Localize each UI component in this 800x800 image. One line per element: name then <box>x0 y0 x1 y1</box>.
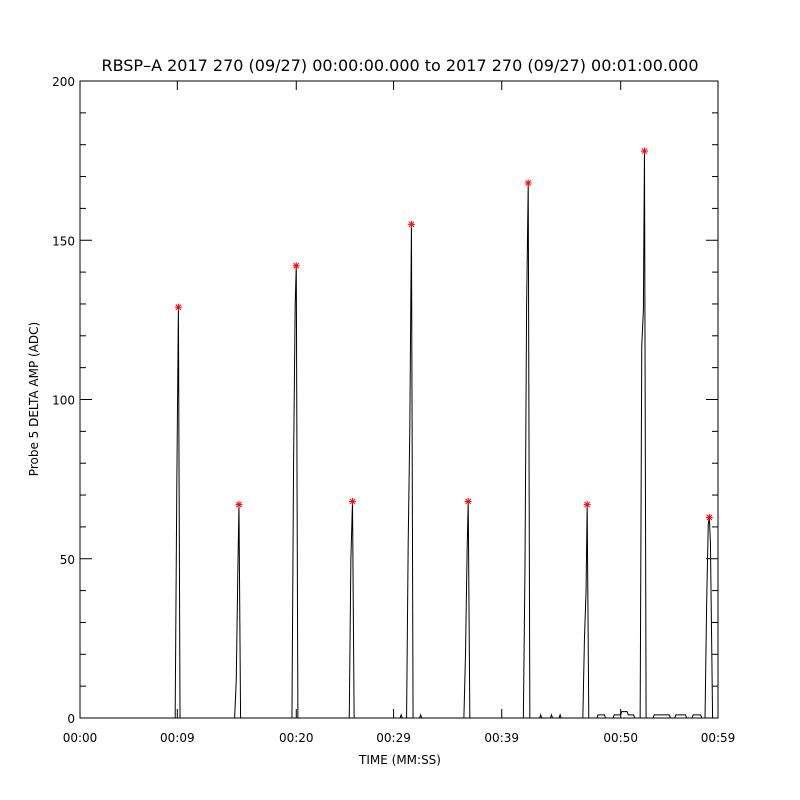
peak-marker <box>407 220 415 228</box>
peak-marker <box>174 303 182 311</box>
peak-marker <box>292 262 300 270</box>
x-tick-label: 00:50 <box>603 731 638 745</box>
plot-frame <box>79 80 719 719</box>
x-axis-tick-labels: 00:00 00:09 00:20 00:29 00:39 00:50 00:59 <box>63 731 736 745</box>
peak-marker <box>349 497 357 505</box>
x-tick-label: 00:00 <box>63 731 98 745</box>
peak-marker <box>464 497 472 505</box>
peak-marker-stroke <box>293 262 300 269</box>
y-tick-label: 100 <box>52 394 75 408</box>
peak-marker-stroke <box>584 501 591 508</box>
y-tick-label: 200 <box>52 75 75 89</box>
x-tick-label: 00:20 <box>279 731 314 745</box>
peak-marker-stroke <box>525 179 532 186</box>
x-tick-label: 00:29 <box>376 731 411 745</box>
y-tick-label: 50 <box>60 553 75 567</box>
peak-marker-stroke <box>641 148 648 155</box>
peak-marker <box>640 147 648 155</box>
x-tick-label: 00:09 <box>160 731 195 745</box>
peak-marker-stroke <box>465 498 472 505</box>
y-axis-tick-labels: 0 50 100 150 200 <box>52 75 75 726</box>
peak-marker <box>583 501 591 509</box>
chart-title: RBSP–A 2017 270 (09/27) 00:00:00.000 to … <box>101 56 698 75</box>
peak-marker <box>524 179 532 187</box>
y-tick-label: 0 <box>67 712 75 726</box>
peak-marker <box>235 501 243 509</box>
x-tick-label: 00:39 <box>484 731 519 745</box>
y-tick-label: 150 <box>52 234 75 248</box>
peak-marker-stroke <box>175 304 182 311</box>
x-axis-label: TIME (MM:SS) <box>358 753 441 767</box>
peak-marker-stroke <box>235 501 242 508</box>
peak-marker <box>705 513 713 521</box>
y-axis-label: Probe 5 DELTA AMP (ADC) <box>27 322 41 476</box>
peak-marker-stroke <box>349 498 356 505</box>
x-tick-label: 00:59 <box>701 731 736 745</box>
peak-markers <box>174 147 713 521</box>
peak-marker-stroke <box>706 514 713 521</box>
peak-marker-stroke <box>408 221 415 228</box>
